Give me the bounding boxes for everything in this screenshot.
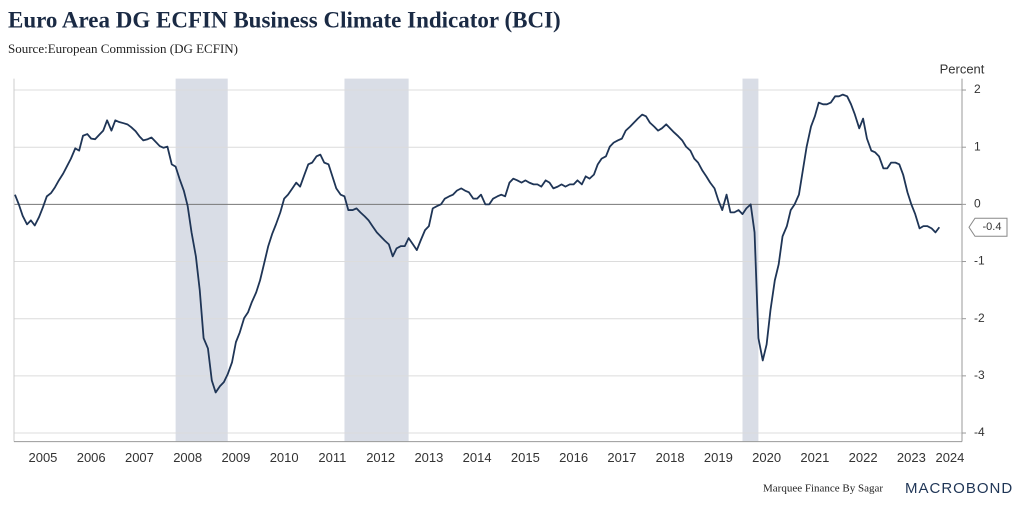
x-tick-label: 2007	[125, 450, 154, 465]
y-tick-label: -4	[974, 425, 985, 439]
shaded-period	[344, 78, 409, 442]
y-tick-label: -1	[974, 254, 985, 268]
shaded-period	[742, 78, 759, 442]
x-tick-label: 2014	[463, 450, 492, 465]
x-tick-label: 2022	[849, 450, 878, 465]
y-tick-label: 0	[974, 197, 981, 211]
x-tick-label: 2023	[897, 450, 926, 465]
chart-subtitle: Source:European Commission (DG ECFIN)	[8, 41, 238, 56]
x-tick-label: 2013	[414, 450, 443, 465]
x-tick-label: 2020	[752, 450, 781, 465]
x-tick-label: 2018	[656, 450, 685, 465]
x-tick-label: 2006	[77, 450, 106, 465]
y-tick-label: 2	[974, 82, 981, 96]
line	[14, 93, 941, 394]
shaded-period	[175, 78, 228, 442]
last-value-box	[968, 217, 1008, 237]
x-tick-label: 2021	[800, 450, 829, 465]
x-tick-label: 2011	[318, 450, 346, 465]
x-tick-label: 2019	[704, 450, 733, 465]
x-tick-label: 2015	[511, 450, 540, 465]
x-tick-label: 2010	[270, 450, 299, 465]
x-tick-label: 2016	[559, 450, 588, 465]
x-tick-label: 2009	[221, 450, 250, 465]
x-tick-label: 2024	[935, 450, 964, 465]
chart-title: Euro Area DG ECFIN Business Climate Indi…	[8, 7, 561, 32]
footer: Marquee Finance By Sagar	[763, 483, 883, 495]
last-value-label: -0.4	[983, 221, 1002, 233]
x-tick-label: 2012	[366, 450, 395, 465]
x-tick-label: 2008	[173, 450, 202, 465]
x-tick-label: 2017	[607, 450, 636, 465]
y-tick-label: -2	[974, 311, 985, 325]
y-tick-label: 1	[974, 139, 981, 153]
x-tick-label: 2005	[28, 450, 57, 465]
y-tick-label: -3	[974, 368, 985, 382]
y-axis-label: Percent	[940, 61, 985, 76]
brand: MACROBOND	[905, 480, 1012, 497]
